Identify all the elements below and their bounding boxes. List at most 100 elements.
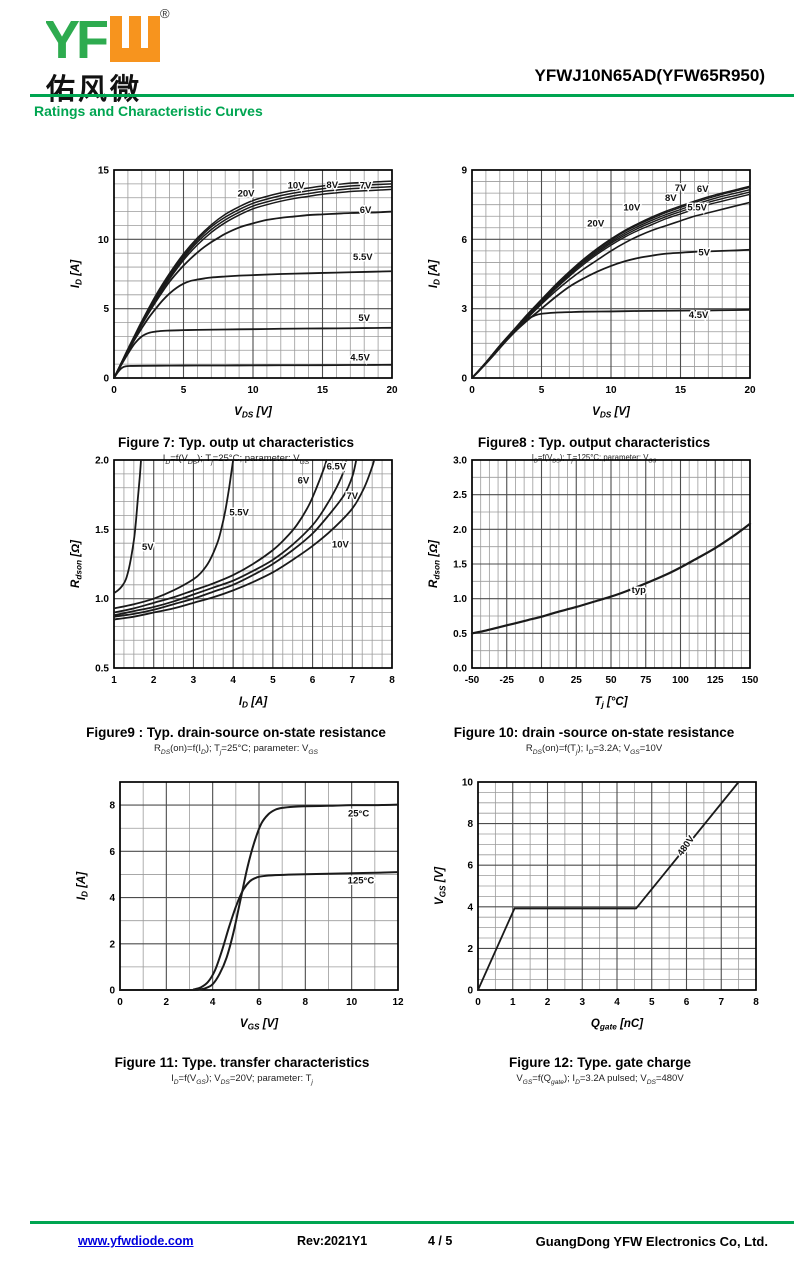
svg-text:2.0: 2.0 — [95, 456, 109, 467]
figure-8: 0 5 10 15 20 0 3 6 9 VDS [V] ID [A] 20V 10V 8V 7V 6V 5.5… — [424, 160, 764, 465]
svg-text:2: 2 — [151, 675, 157, 686]
svg-text:7: 7 — [350, 675, 356, 686]
revision: Rev:2021Y1 — [297, 1234, 368, 1248]
svg-text:8V: 8V — [326, 180, 338, 191]
svg-text:4.5V: 4.5V — [689, 310, 709, 321]
figure-11: 0 2 4 6 8 10 12 0 2 4 6 8 VGS [V] ID [A] 25°C 125°C Fig… — [72, 772, 412, 1086]
svg-text:2: 2 — [545, 997, 551, 1008]
company-name: GuangDong YFW Electronics Co, Ltd. — [535, 1234, 768, 1249]
svg-text:0: 0 — [103, 374, 109, 385]
svg-text:6V: 6V — [360, 205, 372, 216]
website-link[interactable]: www.yfwdiode.com — [78, 1234, 194, 1248]
svg-text:Rdson [Ω]: Rdson [Ω] — [70, 539, 84, 588]
svg-text:6: 6 — [310, 675, 316, 686]
figure-10: -50 -25 0 25 50 75 100 125 150 0.0 0.5 1.0 1.5 2.0 2.5… — [424, 450, 764, 756]
svg-text:4: 4 — [614, 997, 620, 1008]
svg-text:0: 0 — [109, 986, 115, 997]
svg-text:ID [A]: ID [A] — [70, 259, 84, 289]
logo-chinese-text: 佑风微 — [46, 74, 143, 106]
figure-7-caption: Figure 7: Typ. outp ut characteristics — [117, 435, 355, 450]
svg-text:20V: 20V — [238, 188, 256, 199]
figure-7-subtitle: ID=f(VDS); Tj=25°C; parameter: VGS — [162, 453, 310, 466]
svg-text:5: 5 — [103, 304, 109, 315]
svg-text:4: 4 — [467, 902, 473, 913]
svg-text:20V: 20V — [587, 219, 605, 230]
figure-10-chart: -50 -25 0 25 50 75 100 125 150 0.0 0.5 1.0 1.5 2.0 2.5… — [424, 450, 764, 717]
svg-text:-50: -50 — [465, 675, 480, 686]
figure-7: 0 5 10 15 20 0 5 10 15 VDS [V] ID [A] 20V 10V 8V 7V 6V 5… — [66, 160, 406, 466]
footer-rule — [30, 1221, 794, 1224]
svg-text:2: 2 — [164, 997, 170, 1008]
logo-w-glyph — [110, 16, 160, 62]
page-number: 4 / 5 — [428, 1234, 453, 1248]
svg-text:0.5: 0.5 — [95, 664, 109, 675]
svg-text:ID [A]: ID [A] — [76, 871, 90, 901]
svg-text:6.5V: 6.5V — [327, 462, 347, 473]
svg-text:100: 100 — [672, 675, 689, 686]
footer: www.yfwdiode.com Rev:2021Y1 4 / 5 GuangD… — [0, 1234, 800, 1264]
svg-text:5V: 5V — [142, 542, 154, 553]
logo-yf-text: YF — [46, 10, 108, 68]
figure-12: 0 1 2 3 4 5 6 7 8 0 2 4 6 8 10 Qgate [nC] VGS [V] 480V Fi… — [430, 772, 770, 1086]
svg-text:1.5: 1.5 — [453, 560, 467, 571]
svg-text:6: 6 — [467, 861, 473, 872]
svg-text:ID [A]: ID [A] — [239, 696, 269, 710]
svg-text:2.0: 2.0 — [453, 525, 467, 536]
svg-text:10: 10 — [605, 385, 617, 396]
svg-text:7V: 7V — [360, 181, 372, 192]
svg-text:VDS [V]: VDS [V] — [592, 406, 631, 420]
svg-text:5: 5 — [270, 675, 276, 686]
svg-text:10V: 10V — [288, 181, 306, 192]
svg-text:1: 1 — [510, 997, 516, 1008]
figure-11-chart: 0 2 4 6 8 10 12 0 2 4 6 8 VGS [V] ID [A] 25°C 125°C — [72, 772, 412, 1039]
svg-text:50: 50 — [605, 675, 617, 686]
svg-text:3: 3 — [461, 304, 467, 315]
svg-text:1.0: 1.0 — [453, 594, 467, 605]
figure-12-chart: 0 1 2 3 4 5 6 7 8 0 2 4 6 8 10 Qgate [nC] VGS [V] 480V — [430, 772, 770, 1039]
part-number: YFWJ10N65AD(YFW65R950) — [534, 66, 765, 85]
svg-text:6V: 6V — [697, 184, 709, 195]
figure-9-chart: 1 2 3 4 5 6 7 8 0.5 1.0 1.5 2.0 ID [A] Rdson [Ω] 5V 5.5… — [66, 450, 406, 717]
svg-text:10: 10 — [98, 235, 110, 246]
svg-text:VDS [V]: VDS [V] — [234, 406, 273, 420]
svg-text:9: 9 — [461, 166, 467, 177]
svg-text:125°C: 125°C — [348, 876, 375, 887]
svg-text:0.5: 0.5 — [453, 629, 467, 640]
svg-text:6: 6 — [684, 997, 690, 1008]
svg-text:10: 10 — [247, 385, 259, 396]
svg-text:75: 75 — [640, 675, 652, 686]
figure-8-chart: 0 5 10 15 20 0 3 6 9 VDS [V] ID [A] 20V 10V 8V 7V 6V 5.5… — [424, 160, 764, 427]
figure-12-caption: Figure 12: Type. gate charge — [508, 1055, 692, 1070]
svg-text:0: 0 — [469, 385, 475, 396]
svg-text:4.5V: 4.5V — [350, 353, 370, 364]
svg-text:5: 5 — [539, 385, 545, 396]
svg-text:12: 12 — [392, 997, 404, 1008]
svg-text:0: 0 — [467, 986, 473, 997]
svg-text:15: 15 — [675, 385, 687, 396]
figure-11-caption: Figure 11: Type. transfer characteristic… — [114, 1055, 370, 1070]
svg-text:0: 0 — [475, 997, 481, 1008]
svg-text:7V: 7V — [346, 491, 358, 502]
svg-text:2.5: 2.5 — [453, 490, 467, 501]
svg-text:6: 6 — [256, 997, 262, 1008]
svg-text:6: 6 — [109, 847, 115, 858]
svg-text:0: 0 — [111, 385, 117, 396]
svg-text:150: 150 — [742, 675, 759, 686]
yfw-logo-graphic: YF ® — [46, 6, 170, 68]
svg-text:4: 4 — [109, 893, 115, 904]
svg-text:15: 15 — [98, 166, 110, 177]
svg-text:10V: 10V — [332, 539, 350, 550]
svg-text:3.0: 3.0 — [453, 456, 467, 467]
header-rule — [30, 94, 794, 97]
svg-text:3: 3 — [579, 997, 585, 1008]
svg-text:5: 5 — [181, 385, 187, 396]
svg-text:20: 20 — [744, 385, 756, 396]
svg-text:10V: 10V — [623, 202, 641, 213]
figure-8-caption: Figure8 : Typ. output characteristics — [477, 435, 711, 450]
svg-text:Rdson [Ω]: Rdson [Ω] — [428, 539, 442, 588]
svg-text:5.5V: 5.5V — [687, 202, 707, 213]
figure-9-subtitle: RDS(on)=f(ID); Tj=25°C; parameter: VGS — [154, 743, 318, 756]
figure-10-subtitle: RDS(on)=f(Tj); ID=3.2A; VGS=10V — [525, 743, 663, 756]
svg-text:0: 0 — [461, 374, 467, 385]
